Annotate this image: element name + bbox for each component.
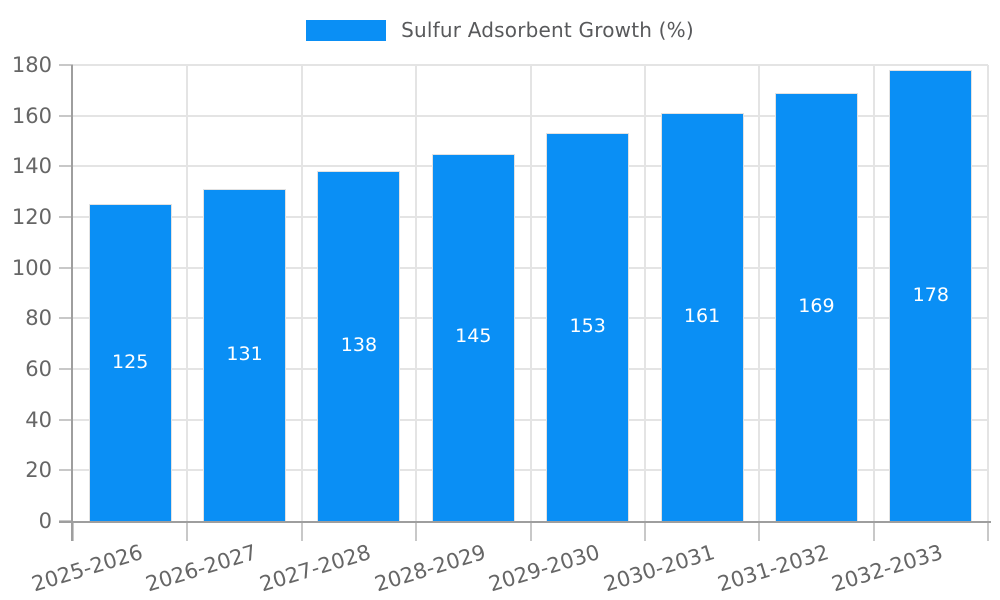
x-axis-tick-label: 2026-2027 — [143, 540, 260, 597]
bar-value-label: 145 — [455, 325, 492, 348]
bar-value-label: 153 — [569, 315, 606, 338]
y-axis-tick-label: 160 — [11, 103, 52, 128]
bar: 178 — [889, 70, 973, 521]
x-axis-tick-label: 2029-2030 — [486, 540, 603, 597]
x-axis-tick — [186, 523, 189, 541]
bar-value-label: 125 — [112, 350, 149, 373]
x-axis-tick — [415, 523, 418, 541]
legend-label: Sulfur Adsorbent Growth (%) — [401, 18, 694, 42]
chart-legend: Sulfur Adsorbent Growth (%) — [0, 18, 1000, 42]
y-axis-tick — [59, 114, 73, 117]
x-axis-tick-label: 2030-2031 — [600, 540, 718, 597]
x-axis-tick — [872, 523, 875, 541]
x-axis-tick-label: 2031-2032 — [714, 540, 832, 597]
bar: 153 — [546, 133, 630, 521]
y-axis-tick — [59, 469, 73, 472]
bar: 125 — [88, 204, 172, 521]
x-axis-tick — [72, 523, 74, 541]
bar: 131 — [203, 189, 287, 521]
y-axis-tick-label: 100 — [11, 255, 52, 280]
gridline-vertical — [872, 65, 875, 521]
y-axis-tick — [59, 368, 73, 370]
legend-swatch — [306, 19, 387, 41]
x-axis-tick — [300, 523, 303, 541]
gridline-vertical — [643, 65, 646, 521]
x-axis-tick — [529, 523, 532, 541]
x-axis-tick — [758, 523, 761, 541]
y-axis-tick-label: 20 — [25, 458, 52, 483]
bar: 169 — [774, 92, 858, 521]
y-axis-tick — [59, 165, 73, 168]
bar: 161 — [660, 113, 744, 521]
bar-value-label: 131 — [226, 343, 263, 366]
bar-value-label: 138 — [340, 334, 378, 357]
y-axis-tick-label: 40 — [25, 407, 52, 432]
y-axis-tick — [59, 418, 73, 421]
bar-value-label: 161 — [683, 305, 721, 328]
y-axis-tick — [59, 64, 73, 66]
gridline-vertical — [415, 65, 418, 521]
y-axis-tick-label: 60 — [25, 357, 52, 381]
gridline-vertical — [758, 65, 761, 521]
bar-value-label: 178 — [912, 283, 949, 306]
bar: 145 — [431, 153, 515, 521]
bar-value-label: 169 — [798, 294, 835, 317]
x-axis-tick — [643, 523, 646, 541]
y-axis-tick-label: 120 — [11, 205, 52, 229]
y-axis-line — [71, 65, 73, 541]
y-axis-tick — [59, 266, 73, 269]
gridline-vertical — [529, 65, 532, 521]
y-axis-tick-label: 0 — [38, 509, 52, 533]
x-axis-tick-label: 2028-2029 — [371, 540, 489, 597]
y-axis-tick-label: 180 — [11, 53, 52, 77]
y-axis-tick-label: 140 — [11, 154, 52, 179]
gridline-vertical — [186, 65, 189, 521]
x-axis-tick-label: 2032-2033 — [829, 540, 946, 597]
y-axis-tick-label: 80 — [25, 306, 52, 331]
bar: 138 — [317, 171, 401, 521]
x-axis-tick-label: 2025-2026 — [28, 540, 146, 597]
x-axis-tick-label: 2027-2028 — [257, 540, 374, 597]
x-axis-tick — [987, 523, 989, 541]
gridline-vertical — [987, 65, 989, 521]
x-axis-line — [59, 521, 991, 523]
gridline-vertical — [300, 65, 303, 521]
y-axis-tick — [59, 317, 73, 320]
y-axis-tick — [59, 216, 73, 218]
